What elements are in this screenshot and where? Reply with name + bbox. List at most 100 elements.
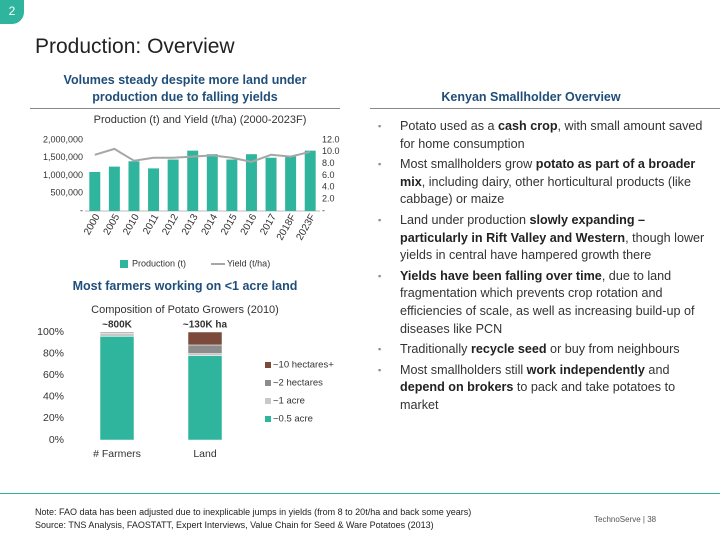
y2-tick-label: 4.0 xyxy=(322,182,335,192)
bullet: ▪ Land under production slowly expanding … xyxy=(378,212,710,265)
text: Potato used as a xyxy=(400,119,499,133)
left-heading: Volumes steady despite more land under p… xyxy=(63,73,307,104)
bar-segment xyxy=(99,331,135,334)
bullet-marker: ▪ xyxy=(378,121,382,131)
text: Land under production xyxy=(400,212,530,227)
text: and xyxy=(644,362,670,377)
bullet-text: Most smallholders still work independent… xyxy=(400,362,710,415)
chart-title: Production (t) and Yield (t/ha) (2000-20… xyxy=(94,114,307,126)
bold-text: work independently xyxy=(526,362,645,377)
bar xyxy=(226,159,238,211)
y2-tick-label: 2.0 xyxy=(322,194,335,204)
x-tick-label: 2016 xyxy=(239,212,260,237)
bullet-marker: ▪ xyxy=(378,364,382,375)
y2-tick-label: 8.0 xyxy=(322,158,335,168)
footer-line xyxy=(0,493,720,494)
bullet-text: Yields have been falling over time, due … xyxy=(400,268,710,338)
legend-label: Yield (t/ha) xyxy=(227,258,270,268)
text: , with small amount saved for home consu… xyxy=(400,119,703,151)
source: Source: TNS Analysis, FAOSTATT, Expert I… xyxy=(35,520,434,530)
legend-swatch xyxy=(265,362,271,368)
chart-title: Composition of Potato Growers (2010) xyxy=(91,304,279,316)
annotation: ~800K xyxy=(102,320,133,331)
legend-swatch xyxy=(265,398,271,404)
divider xyxy=(370,108,720,109)
annotation: ~130K ha xyxy=(183,320,228,331)
bar-segment xyxy=(99,336,135,441)
text: Most smallholders still xyxy=(400,362,527,377)
bold-text: Yields have been falling over time xyxy=(400,268,602,283)
x-tick-label: Land xyxy=(193,448,217,460)
y-tick-label: 500,000 xyxy=(50,188,83,198)
bullet-marker: ▪ xyxy=(378,159,382,170)
y-tick-label: 1,000,000 xyxy=(43,170,83,180)
right-heading: Kenyan Smallholder Overview xyxy=(441,90,621,104)
y-tick-label: 100% xyxy=(37,326,64,338)
bullet: ▪ Potato used as a cash crop, with small … xyxy=(378,118,710,153)
bold-text: cash crop xyxy=(498,119,558,133)
second-heading: Most farmers working on <1 acre land xyxy=(72,279,298,293)
divider xyxy=(30,108,340,109)
bar-segment xyxy=(187,355,223,441)
text: Traditionally xyxy=(400,342,471,357)
bullet: ▪ Most smallholders still work independen… xyxy=(378,362,710,415)
footer: TechnoServe | 38 xyxy=(594,515,657,524)
bold-text: recycle seed xyxy=(470,342,547,357)
legend-label: ~10 hectares+ xyxy=(273,360,334,371)
legend-label: Production (t) xyxy=(132,258,186,268)
x-tick-label: 2013 xyxy=(180,212,201,237)
y-tick-label: 1,500,000 xyxy=(43,152,83,162)
bold-text: potato as part of a broader mix xyxy=(400,157,696,189)
bar xyxy=(167,159,179,211)
bar-segment xyxy=(187,344,223,354)
bar-segment xyxy=(187,331,223,346)
bar xyxy=(245,154,257,211)
bar-segment xyxy=(187,353,223,357)
note: Note: FAO data has been adjusted due to … xyxy=(35,507,472,517)
x-tick-label: 2010 xyxy=(121,212,142,237)
legend-label: ~0.5 acre xyxy=(273,414,313,425)
y-tick-label: 60% xyxy=(43,369,64,381)
bullet: ▪ Most smallholders grow potato as part o… xyxy=(378,156,710,209)
y-tick-label: 40% xyxy=(43,391,64,403)
bar xyxy=(265,157,277,211)
title: Production: Overview xyxy=(35,35,235,58)
bar xyxy=(206,154,218,211)
y2-tick-label: - xyxy=(322,205,325,215)
bar xyxy=(108,166,120,211)
text: Most smallholders grow xyxy=(400,157,536,172)
x-tick-label: # Farmers xyxy=(93,448,141,460)
text: or buy from neighbours xyxy=(546,342,680,357)
bar xyxy=(285,155,297,211)
x-tick-label: 2005 xyxy=(102,212,123,237)
x-tick-label: 2000 xyxy=(82,212,103,237)
y2-tick-label: 10.0 xyxy=(322,146,340,156)
bullet-list: ▪ Potato used as a cash crop, with small … xyxy=(378,118,710,418)
x-tick-label: 2011 xyxy=(141,212,161,237)
bullet-marker: ▪ xyxy=(378,270,382,281)
text: to pack and take potatoes to market xyxy=(400,380,676,412)
text: , though lower yields in central have ha… xyxy=(400,230,705,263)
bar xyxy=(148,168,160,211)
y2-tick-label: 12.0 xyxy=(322,134,340,144)
slide-number: 2 xyxy=(0,0,24,24)
bullet-text: Potato used as a cash crop, with small a… xyxy=(400,118,710,153)
y-tick-label: 20% xyxy=(43,412,64,424)
legend-label: ~2 hectares xyxy=(273,378,323,389)
x-tick-label: 2014 xyxy=(200,212,221,237)
bar xyxy=(187,150,199,211)
bar xyxy=(304,150,316,211)
bar xyxy=(89,171,101,211)
y-tick-label: 80% xyxy=(43,347,64,359)
bullet-text: Land under production slowly expanding –… xyxy=(400,212,710,265)
bullet: ▪ Yields have been falling over time, due… xyxy=(378,268,710,338)
legend-swatch xyxy=(120,260,128,268)
x-tick-label: 2023F xyxy=(294,212,318,242)
bullet: ▪ Traditionally recycle seed or buy from … xyxy=(378,341,710,359)
y-tick-label: 2,000,000 xyxy=(43,134,83,144)
legend-swatch xyxy=(265,380,271,386)
bullet-text: Most smallholders grow potato as part of… xyxy=(400,156,710,209)
y-tick-label: - xyxy=(80,205,83,215)
